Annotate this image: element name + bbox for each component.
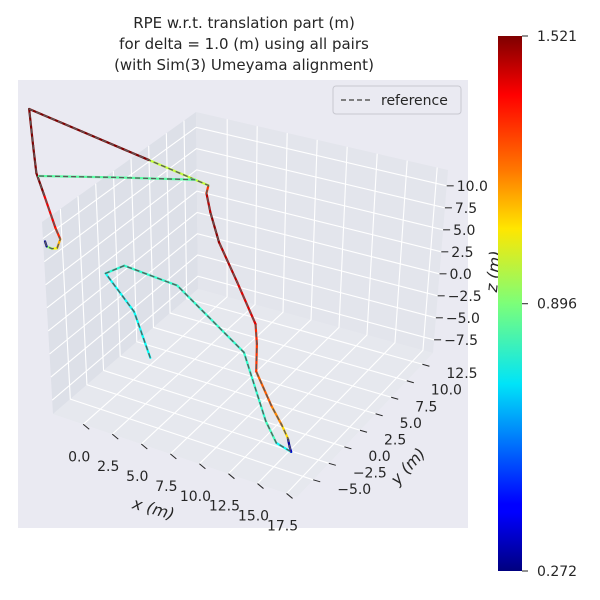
tick-labels: 0.02.55.07.510.012.515.017.5−5.0−2.50.02… xyxy=(68,179,488,535)
z-tick-label: −2.5 xyxy=(448,289,482,305)
z-tick-label: −5.0 xyxy=(446,311,480,327)
x-tick-mark xyxy=(111,433,119,440)
chart-title-line-2: for delta = 1.0 (m) using all pairs xyxy=(119,35,369,53)
y-tick-mark xyxy=(391,396,399,400)
x-tick-label: 12.5 xyxy=(209,499,240,515)
gridline-x xyxy=(257,160,408,484)
gridline-y xyxy=(165,133,407,382)
y-tick-label: 0.0 xyxy=(368,449,390,465)
y-tick-mark xyxy=(406,380,414,384)
x-tick-label: 7.5 xyxy=(155,479,177,495)
y-tick-mark xyxy=(359,429,368,433)
z-tick-label: 10.0 xyxy=(457,179,488,195)
colorbar: 1.521 0.896 0.272 xyxy=(498,29,577,580)
reference-trajectory-line xyxy=(39,175,196,181)
reference-trajectory-line xyxy=(28,107,293,454)
x-tick-mark xyxy=(170,453,177,460)
y-tick-label: 2.5 xyxy=(384,432,406,448)
x-tick-mark xyxy=(82,423,90,430)
gridline-z xyxy=(43,147,446,263)
x-tick-mark xyxy=(199,463,206,470)
left-pane xyxy=(42,112,198,414)
chart-title-line-1: RPE w.r.t. translation part (m) xyxy=(133,14,355,32)
y-tick-label: 7.5 xyxy=(415,399,437,415)
z-tick-label: −7.5 xyxy=(444,333,478,349)
y-tick-label: 5.0 xyxy=(400,416,422,432)
gridline-z xyxy=(50,254,437,378)
z-tick-label: 2.5 xyxy=(451,245,473,261)
trajectory-group xyxy=(28,107,293,454)
legend-reference-label: reference xyxy=(381,93,448,109)
gridline-x xyxy=(169,139,318,455)
gridline-y xyxy=(112,171,361,431)
gridline-z xyxy=(47,211,440,332)
x-tick-label: 10.0 xyxy=(180,489,211,505)
gridline-z xyxy=(42,126,447,240)
gridline-y xyxy=(95,183,345,448)
colorbar-tick-label: 1.521 xyxy=(537,29,577,45)
gridline-x xyxy=(82,119,228,425)
y-tick-mark xyxy=(344,446,352,450)
x-tick-label: 5.0 xyxy=(126,469,148,485)
x-tick-mark xyxy=(140,443,148,450)
x-tick-label: 15.0 xyxy=(238,509,269,525)
gridlines xyxy=(42,119,447,494)
legend-box xyxy=(332,85,462,115)
z-tick-label: 5.0 xyxy=(453,223,475,239)
y-tick-mark xyxy=(375,413,383,417)
colorbar-gradient xyxy=(498,36,522,571)
gridline-x xyxy=(286,167,438,494)
y-tick-mark xyxy=(313,479,321,483)
trajectory-segment xyxy=(81,130,150,162)
colorbar-tick-label: 0.896 xyxy=(537,297,577,313)
y-tick-label: 10.0 xyxy=(431,383,462,399)
gridline-x xyxy=(111,126,258,435)
x-tick-label: 17.5 xyxy=(267,518,298,534)
z-tick-label: 0.0 xyxy=(449,267,471,283)
legend: reference xyxy=(332,85,462,115)
colorbar-ticks: 1.521 0.896 0.272 xyxy=(522,29,577,580)
gridline-z xyxy=(51,275,435,401)
gridline-y xyxy=(130,158,376,415)
y-tick-label: 12.5 xyxy=(446,366,477,382)
gridline-z xyxy=(49,233,438,355)
x-tick-mark xyxy=(286,493,293,499)
gridline-z xyxy=(45,169,444,286)
x-tick-label: 2.5 xyxy=(97,459,119,475)
gridline-x xyxy=(140,132,288,445)
gridline-y xyxy=(59,208,314,481)
trajectory-segment xyxy=(242,351,267,423)
y-tick-label: −5.0 xyxy=(337,482,371,498)
gridline-x xyxy=(199,146,348,465)
y-tick-label: −2.5 xyxy=(353,465,387,481)
gridline-y xyxy=(148,145,392,398)
gridline-y xyxy=(77,196,329,464)
gridline-z xyxy=(46,190,442,309)
y-tick-mark xyxy=(422,363,430,367)
x-tick-mark xyxy=(228,473,235,480)
tick-marks xyxy=(82,185,454,499)
colorbar-tick-label: 0.272 xyxy=(537,564,577,580)
z-tick-label: 7.5 xyxy=(455,201,477,217)
x-tick-mark xyxy=(257,483,264,489)
x-tick-label: 0.0 xyxy=(68,449,90,465)
chart-title-line-3: (with Sim(3) Umeyama alignment) xyxy=(114,56,374,74)
gridline-x xyxy=(228,153,378,475)
y-tick-mark xyxy=(328,462,336,466)
